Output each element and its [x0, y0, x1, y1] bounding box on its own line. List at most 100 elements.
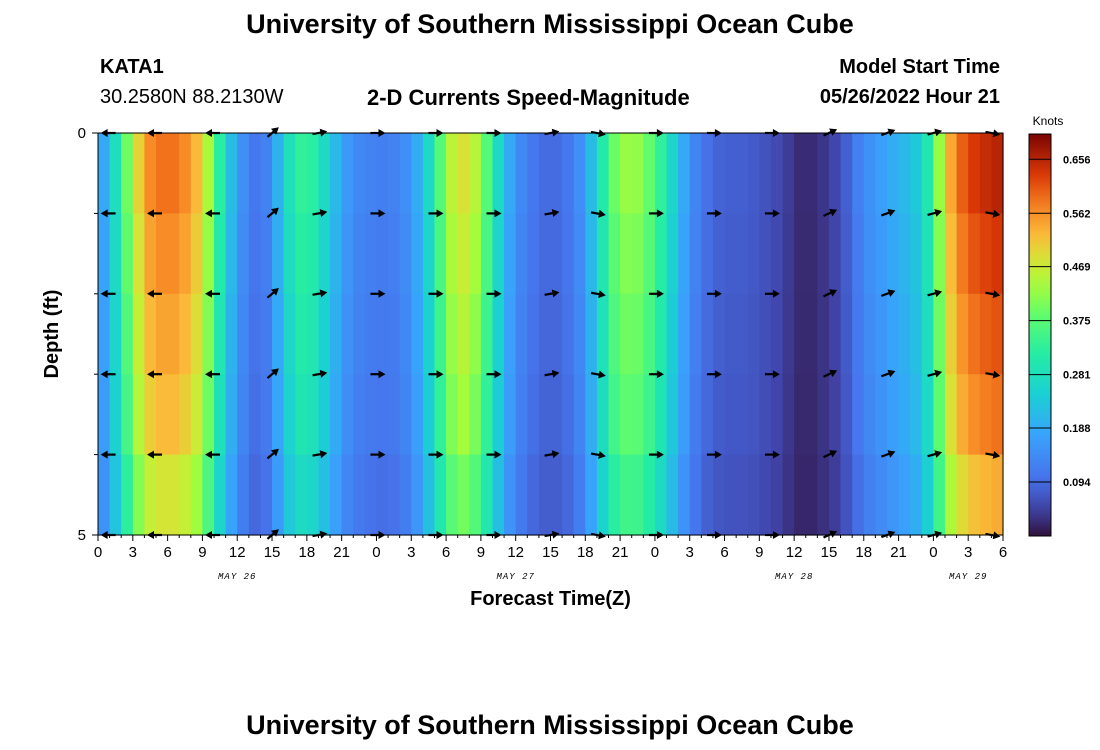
current-arrow — [312, 450, 328, 459]
heatmap-cell — [422, 293, 436, 375]
heatmap-cell — [596, 213, 610, 295]
arrow-head — [714, 370, 722, 379]
x-tick-label: 9 — [198, 544, 206, 561]
heatmap-cell — [121, 213, 134, 295]
heatmap-cell — [620, 213, 633, 295]
heatmap-cell — [654, 454, 668, 536]
heatmap-cell — [538, 133, 552, 214]
arrow-head — [378, 370, 386, 379]
heatmap-cell — [353, 293, 366, 375]
current-arrow — [205, 209, 221, 218]
heatmap-cell — [156, 454, 169, 536]
heatmap-cell — [724, 213, 737, 295]
heatmap-cell — [701, 133, 714, 214]
heatmap-cell — [562, 374, 575, 456]
current-arrow — [370, 129, 386, 137]
heatmap-cell — [237, 133, 250, 214]
heatmap-cell — [121, 454, 134, 536]
heatmap-cell — [167, 454, 180, 536]
heatmap-cell — [202, 374, 215, 456]
y-axis: 0 5 Depth (ft) — [41, 125, 99, 544]
heatmap-cell — [295, 374, 308, 456]
heatmap-cell — [132, 374, 146, 456]
heatmap-cell — [747, 454, 760, 536]
current-arrow — [648, 289, 664, 298]
heatmap-cell — [968, 454, 981, 536]
y-axis-label: Depth (ft) — [41, 290, 63, 379]
x-tick-label: 3 — [407, 544, 415, 561]
x-tick-label: 0 — [372, 544, 380, 561]
x-tick-label: 15 — [264, 544, 281, 561]
heatmap-cell — [573, 133, 586, 214]
heatmap-cell — [237, 454, 250, 536]
heatmap-cell — [886, 454, 900, 536]
heatmap-cell — [782, 293, 795, 375]
arrow-head — [494, 450, 502, 459]
arrow-head — [656, 129, 664, 137]
current-arrow — [486, 450, 502, 459]
heatmap-cell — [341, 374, 354, 456]
current-arrow — [764, 209, 780, 218]
heatmap-cell — [388, 293, 401, 375]
arrow-head — [436, 129, 444, 137]
heatmap-cell — [910, 133, 923, 214]
heatmap-cell — [805, 454, 818, 536]
heatmap-cell — [527, 293, 540, 375]
heatmap-cell — [736, 213, 749, 295]
heatmap-cell — [643, 133, 656, 214]
heatmap-cell — [585, 213, 598, 295]
arrow-head — [829, 289, 838, 297]
heatmap-cell — [434, 293, 447, 375]
arrow-head — [319, 289, 328, 298]
heatmap-cell — [840, 213, 853, 295]
current-arrow — [764, 370, 780, 379]
current-arrow — [147, 129, 163, 137]
heatmap-cell — [759, 374, 772, 456]
heatmap-cell — [144, 213, 157, 295]
heatmap-cell — [248, 454, 262, 536]
heatmap-cell — [504, 454, 517, 536]
heatmap-cell — [237, 374, 250, 456]
heatmap-cell — [388, 133, 401, 214]
heatmap-cell — [457, 454, 470, 536]
heatmap-cell — [248, 374, 262, 456]
heatmap-cell — [991, 293, 1004, 375]
arrow-head — [319, 209, 328, 217]
heatmap-cell — [411, 374, 424, 456]
heatmap-cell — [132, 454, 146, 536]
heatmap-cell — [666, 454, 679, 536]
heatmap-cell — [689, 374, 702, 456]
page-title-bottom: University of Southern Mississippi Ocean… — [246, 710, 854, 740]
heatmap-cell — [504, 293, 517, 375]
heatmap-cell — [144, 454, 157, 536]
current-arrow — [880, 450, 896, 458]
heatmap-cell — [295, 293, 308, 375]
current-arrow — [147, 450, 163, 459]
heatmap-cell — [562, 293, 575, 375]
colorbar: Knots 0.656 0.562 0.469 0.375 0.281 0.188 0.094 — [1028, 114, 1091, 537]
current-arrow — [370, 209, 386, 218]
arrow-head — [656, 370, 664, 379]
arrow-head — [147, 289, 154, 298]
heatmap-cell — [828, 293, 842, 375]
heatmap-cell — [260, 454, 273, 536]
heatmap-cell — [852, 213, 865, 295]
heatmap-cell — [898, 293, 911, 375]
arrow-head — [829, 369, 838, 377]
x-tick-label: 21 — [333, 544, 350, 561]
heatmap-cell — [573, 454, 586, 536]
y-tick-label: 0 — [78, 125, 86, 142]
x-tick-label: 6 — [720, 544, 728, 561]
heatmap-cell — [388, 454, 401, 536]
heatmap-cell — [504, 374, 517, 456]
heatmap-cell — [411, 454, 424, 536]
heatmap-cell — [585, 454, 598, 536]
x-tick-label: 3 — [964, 544, 972, 561]
heatmap-cell — [979, 374, 992, 456]
arrow-head — [887, 530, 896, 539]
current-arrow — [100, 209, 116, 218]
arrow-head — [205, 450, 212, 459]
heatmap-cell — [620, 293, 633, 375]
heatmap-cell — [214, 293, 227, 375]
x-tick-label: 0 — [651, 544, 659, 561]
